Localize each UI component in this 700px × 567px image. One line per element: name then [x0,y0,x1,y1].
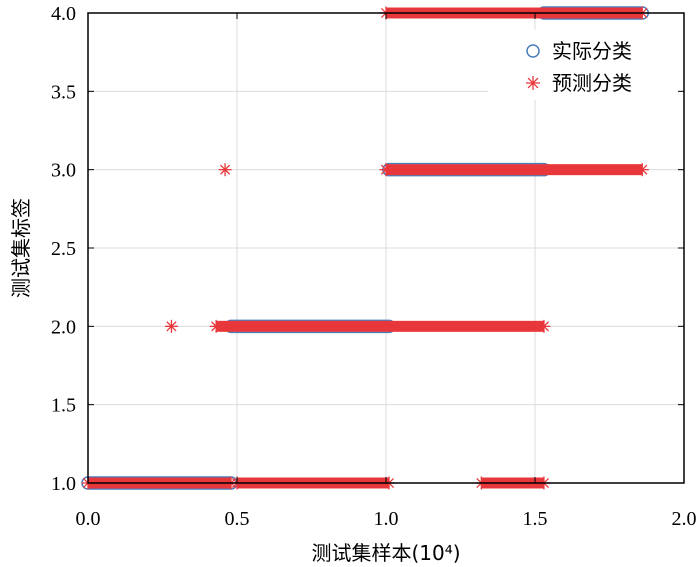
x-tick-label: 0.0 [76,508,101,530]
legend-label-predicted: 预测分类 [552,71,632,95]
predicted-point [218,163,232,177]
predicted-class-band [209,319,551,333]
predicted-marker [635,163,649,177]
y-tick-label: 3.5 [51,81,76,103]
y-axis-label: 测试集标签 [9,198,33,298]
axis-ticks: 0.0 0.5 1.0 1.5 2.0 1.0 1.5 2.0 2.5 3.0 3.5 4.0 [51,3,697,530]
legend-box [488,30,678,100]
x-tick-label: 1.0 [374,508,399,530]
legend-circle-icon [526,44,540,58]
predicted-class-band [379,163,649,177]
predicted-marker [209,319,223,333]
legend-label-actual: 实际分类 [552,39,632,63]
x-tick-label: 2.0 [672,508,697,530]
y-tick-label: 1.5 [51,395,76,417]
legend: 实际分类 预测分类 [488,30,678,100]
y-tick-label: 2.0 [51,316,76,338]
y-tick-label: 3.0 [51,160,76,182]
legend-asterisk-icon [526,76,540,90]
x-tick-label: 0.5 [225,508,250,530]
y-tick-label: 1.0 [51,473,76,495]
y-tick-label: 2.5 [51,238,76,260]
predicted-marker [537,319,551,333]
legend-asterisk-glyph [526,76,540,90]
y-tick-label: 4.0 [51,3,76,25]
predicted-marker [379,163,393,177]
predicted-point [164,319,178,333]
x-tick-label: 1.5 [523,508,548,530]
x-axis-label: 测试集样本(10⁴) [311,541,460,565]
